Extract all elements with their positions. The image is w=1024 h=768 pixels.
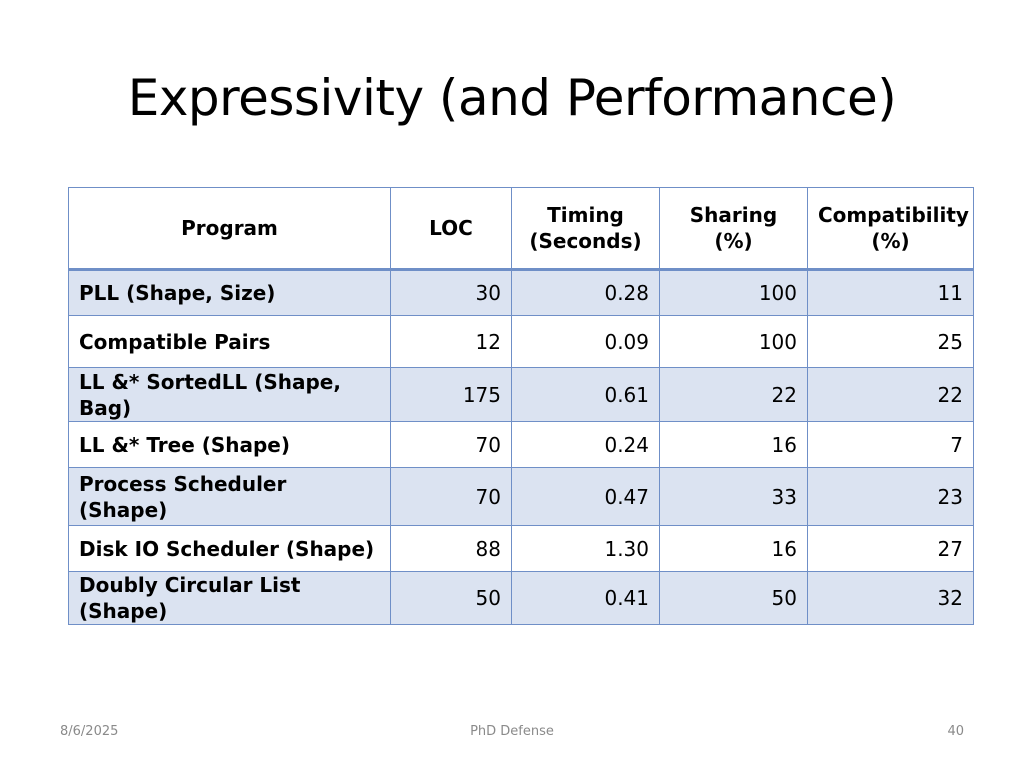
cell-program: LL &* Tree (Shape) xyxy=(69,422,391,468)
table-row: Compatible Pairs 12 0.09 100 25 xyxy=(69,316,974,368)
cell-sharing: 22 xyxy=(660,368,808,422)
cell-compatibility: 25 xyxy=(808,316,974,368)
table-row: Disk IO Scheduler (Shape) 88 1.30 16 27 xyxy=(69,526,974,572)
cell-timing: 0.41 xyxy=(512,572,660,625)
table-row: Process Scheduler (Shape) 70 0.47 33 23 xyxy=(69,468,974,526)
cell-compatibility: 22 xyxy=(808,368,974,422)
cell-timing: 0.24 xyxy=(512,422,660,468)
cell-loc: 70 xyxy=(391,422,512,468)
cell-timing: 0.09 xyxy=(512,316,660,368)
cell-timing: 1.30 xyxy=(512,526,660,572)
cell-timing: 0.47 xyxy=(512,468,660,526)
cell-sharing: 50 xyxy=(660,572,808,625)
cell-program: PLL (Shape, Size) xyxy=(69,270,391,316)
cell-sharing: 100 xyxy=(660,316,808,368)
header-compatibility: Compatibility (%) xyxy=(808,188,974,270)
header-timing-text: Timing (Seconds) xyxy=(529,203,641,253)
header-program: Program xyxy=(69,188,391,270)
cell-program: Doubly Circular List (Shape) xyxy=(69,572,391,625)
cell-timing: 0.61 xyxy=(512,368,660,422)
cell-program: Compatible Pairs xyxy=(69,316,391,368)
slide-title: Expressivity (and Performance) xyxy=(0,60,1024,136)
results-table: Program LOC Timing (Seconds) Sharing (%)… xyxy=(68,187,974,625)
cell-compatibility: 32 xyxy=(808,572,974,625)
cell-compatibility: 27 xyxy=(808,526,974,572)
cell-compatibility: 7 xyxy=(808,422,974,468)
cell-loc: 30 xyxy=(391,270,512,316)
cell-loc: 175 xyxy=(391,368,512,422)
header-timing: Timing (Seconds) xyxy=(512,188,660,270)
cell-timing: 0.28 xyxy=(512,270,660,316)
cell-loc: 50 xyxy=(391,572,512,625)
header-sharing: Sharing (%) xyxy=(660,188,808,270)
cell-loc: 12 xyxy=(391,316,512,368)
cell-sharing: 16 xyxy=(660,526,808,572)
header-compatibility-text: Compatibility (%) xyxy=(818,203,969,253)
cell-sharing: 16 xyxy=(660,422,808,468)
page-number: 40 xyxy=(947,724,964,739)
cell-loc: 88 xyxy=(391,526,512,572)
cell-program: LL &* SortedLL (Shape, Bag) xyxy=(69,368,391,422)
footer-title: PhD Defense xyxy=(0,724,1024,739)
cell-sharing: 33 xyxy=(660,468,808,526)
cell-sharing: 100 xyxy=(660,270,808,316)
table-header-row: Program LOC Timing (Seconds) Sharing (%)… xyxy=(69,188,974,270)
cell-compatibility: 23 xyxy=(808,468,974,526)
cell-program: Disk IO Scheduler (Shape) xyxy=(69,526,391,572)
table-row: LL &* SortedLL (Shape, Bag) 175 0.61 22 … xyxy=(69,368,974,422)
cell-program: Process Scheduler (Shape) xyxy=(69,468,391,526)
table-row: LL &* Tree (Shape) 70 0.24 16 7 xyxy=(69,422,974,468)
cell-compatibility: 11 xyxy=(808,270,974,316)
table-row: Doubly Circular List (Shape) 50 0.41 50 … xyxy=(69,572,974,625)
header-loc: LOC xyxy=(391,188,512,270)
cell-loc: 70 xyxy=(391,468,512,526)
table-row: PLL (Shape, Size) 30 0.28 100 11 xyxy=(69,270,974,316)
